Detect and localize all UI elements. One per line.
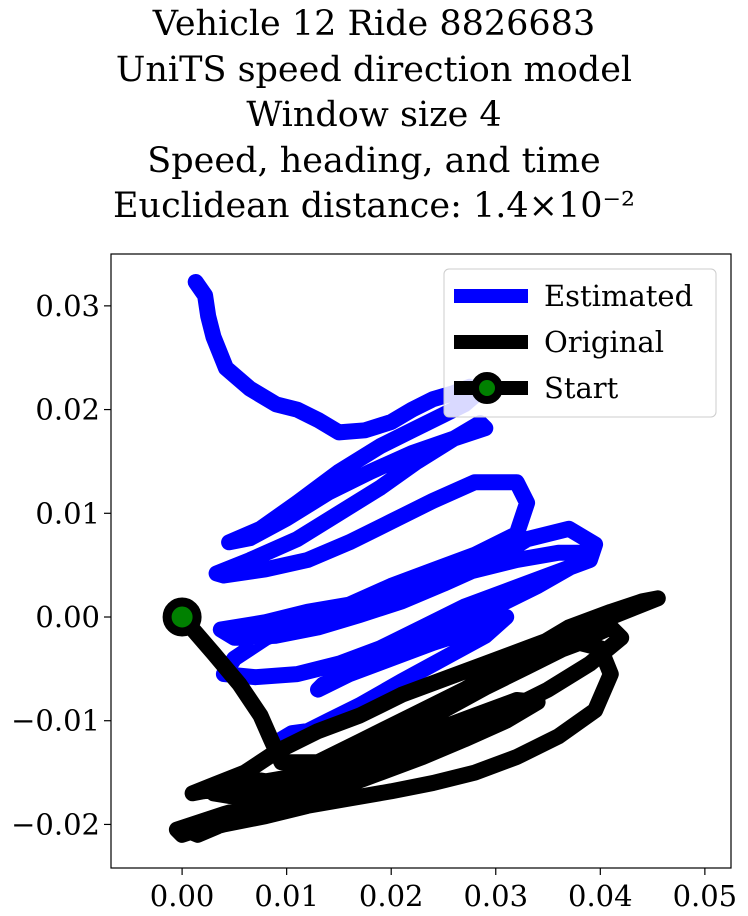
y-tick-label: −0.02 bbox=[11, 807, 100, 841]
series-line-original bbox=[168, 590, 666, 843]
y-tick-label: −0.01 bbox=[11, 704, 100, 738]
legend-box bbox=[443, 268, 717, 418]
start-marker bbox=[162, 597, 202, 637]
chart-title: Vehicle 12 Ride 8826683 UniTS speed dire… bbox=[0, 0, 748, 230]
y-tick-label: 0.01 bbox=[35, 496, 100, 530]
legend-label-start: Start bbox=[544, 371, 619, 405]
x-tick-label: 0.05 bbox=[673, 879, 738, 913]
series-line-estimated bbox=[187, 274, 604, 760]
legend-label-original: Original bbox=[544, 325, 664, 359]
y-tick-label: 0.00 bbox=[35, 600, 100, 634]
title-line-4: Speed, heading, and time bbox=[147, 140, 601, 181]
x-tick-label: 0.02 bbox=[359, 879, 424, 913]
title-line-3: Window size 4 bbox=[246, 95, 502, 135]
plot-frame bbox=[110, 253, 732, 869]
x-tick-label: 0.04 bbox=[568, 879, 633, 913]
title-line-5: Euclidean distance: 1.4×10⁻² bbox=[112, 186, 636, 226]
y-tick-label: 0.02 bbox=[35, 393, 100, 427]
x-tick-label: 0.00 bbox=[150, 879, 215, 913]
title-line-1: Vehicle 12 Ride 8826683 bbox=[152, 4, 596, 44]
title-line-2: UniTS speed direction model bbox=[115, 49, 633, 90]
legend-label-estimated: Estimated bbox=[544, 279, 693, 313]
y-tick-label: 0.03 bbox=[35, 289, 100, 323]
legend-start-marker bbox=[471, 372, 503, 404]
legend: Estimated Original Start bbox=[443, 268, 717, 418]
x-tick-label: 0.03 bbox=[463, 879, 528, 913]
x-tick-label: 0.01 bbox=[254, 879, 319, 913]
